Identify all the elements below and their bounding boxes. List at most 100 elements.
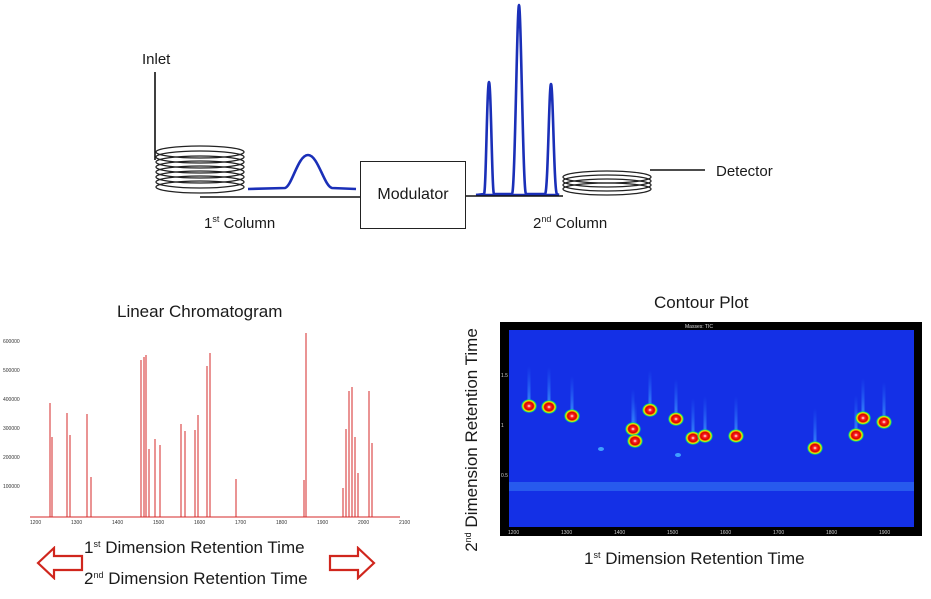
contour-spot xyxy=(627,434,643,448)
contour-spot xyxy=(848,428,864,442)
contour-y-tick: 1.5 xyxy=(501,373,508,379)
linear-chromatogram-title: Linear Chromatogram xyxy=(117,302,283,321)
line1-sup: st xyxy=(93,539,101,549)
contour-streak xyxy=(882,382,886,420)
line2-num: 2 xyxy=(84,569,94,588)
first-dimension-peak xyxy=(247,153,357,191)
first-dimension-label: 1st Dimension Retention Time xyxy=(84,538,305,558)
linear-x-tick: 1800 xyxy=(276,520,287,526)
linear-chromatogram-plot: 600000 500000 400000 300000 200000 100000 120… xyxy=(3,333,410,526)
line2-sup: nd xyxy=(93,570,104,580)
line1-num: 1 xyxy=(84,538,94,557)
linear-x-ticks: 1200 1300 1400 1500 1600 1700 1800 1900 2000 2100 xyxy=(30,520,410,526)
contour-x-tick: 1400 xyxy=(614,530,625,536)
linear-x-tick: 2100 xyxy=(399,520,410,526)
linear-y-tick: 300000 xyxy=(3,426,20,432)
contour-streak xyxy=(691,398,695,436)
contour-x-label: 1st Dimension Retention Time xyxy=(584,549,805,569)
linear-y-tick: 400000 xyxy=(3,397,20,403)
xlabel-sup: st xyxy=(593,550,601,560)
linear-x-tick: 1900 xyxy=(317,520,328,526)
contour-plot-title: Contour Plot xyxy=(654,293,749,312)
contour-spot xyxy=(807,441,823,455)
linear-y-tick: 200000 xyxy=(3,455,20,461)
linear-y-tick: 600000 xyxy=(3,339,20,345)
contour-y-tick: 1 xyxy=(501,423,504,429)
contour-x-tick: 1500 xyxy=(667,530,678,536)
contour-x-tick: 1200 xyxy=(508,530,519,536)
linear-x-tick: 1600 xyxy=(194,520,205,526)
contour-streak xyxy=(547,367,551,405)
ylabel-sup: nd xyxy=(463,532,473,543)
contour-streak xyxy=(633,401,637,439)
contour-streak xyxy=(527,366,531,404)
contour-area xyxy=(509,330,914,527)
column2-coil-icon xyxy=(562,170,652,196)
right-arrow-icon xyxy=(328,546,376,580)
line2-text: Dimension Retention Time xyxy=(103,569,308,588)
column2-text: Column xyxy=(551,215,608,232)
contour-y-label: 2nd Dimension Retention Time xyxy=(462,328,482,552)
detector-label: Detector xyxy=(716,163,773,180)
linear-x-tick: 1500 xyxy=(153,520,164,526)
contour-spots xyxy=(521,399,892,457)
left-arrow-icon xyxy=(36,546,84,580)
contour-y-ticks: 1.5 1 0.5 xyxy=(501,373,508,479)
contour-spot xyxy=(685,431,701,445)
contour-spot xyxy=(728,429,744,443)
contour-faint-spot xyxy=(598,447,604,451)
gc-schematic xyxy=(154,3,705,198)
contour-x-tick: 1600 xyxy=(720,530,731,536)
ylabel-text: Dimension Retention Time xyxy=(462,328,481,533)
linear-x-tick: 2000 xyxy=(358,520,369,526)
contour-spot xyxy=(876,415,892,429)
contour-plot: Masses: TIC 1.5 1 0.5 1200 1300 1400 1500 1600… xyxy=(500,322,922,536)
linear-x-tick: 1400 xyxy=(112,520,123,526)
contour-x-ticks: 1200 1300 1400 1500 1600 1700 1800 1900 xyxy=(508,530,890,536)
contour-streaks xyxy=(527,366,886,446)
column1-sup: st xyxy=(212,214,220,224)
contour-streak xyxy=(648,370,652,408)
modulator-box: Modulator xyxy=(360,161,466,229)
column2-label: 2nd Column xyxy=(533,214,608,232)
contour-streak xyxy=(734,396,738,434)
modulated-peaks xyxy=(475,3,560,197)
linear-y-ticks: 600000 500000 400000 300000 200000 100000 xyxy=(3,339,20,490)
contour-x-tick: 1800 xyxy=(826,530,837,536)
linear-x-tick: 1200 xyxy=(30,520,41,526)
second-dimension-label: 2nd Dimension Retention Time xyxy=(84,569,308,589)
contour-streak xyxy=(703,396,707,434)
contour-x-tick: 1300 xyxy=(561,530,572,536)
contour-streak xyxy=(631,389,635,427)
baseline-band xyxy=(509,482,914,491)
column2-num: 2 xyxy=(533,215,542,232)
line1-text: Dimension Retention Time xyxy=(100,538,305,557)
contour-spot xyxy=(564,409,580,423)
xlabel-num: 1 xyxy=(584,549,594,568)
column1-text: Column xyxy=(219,215,276,232)
linear-y-tick: 100000 xyxy=(3,484,20,490)
linear-peaks xyxy=(49,333,373,517)
contour-spot xyxy=(855,411,871,425)
column1-label: 1st Column xyxy=(204,214,276,232)
contour-streak xyxy=(813,408,817,446)
linear-x-tick: 1300 xyxy=(71,520,82,526)
contour-y-tick: 0.5 xyxy=(501,473,508,479)
contour-streak xyxy=(861,378,865,416)
ylabel-num: 2 xyxy=(462,542,481,552)
linear-y-tick: 500000 xyxy=(3,368,20,374)
contour-spot xyxy=(541,400,557,414)
contour-spot xyxy=(521,399,537,413)
contour-faint-spot xyxy=(675,453,681,457)
column1-coil-icon xyxy=(155,145,245,194)
contour-spot xyxy=(668,412,684,426)
linear-x-tick: 1700 xyxy=(235,520,246,526)
contour-spot xyxy=(642,403,658,417)
contour-spot xyxy=(697,429,713,443)
modulator-label: Modulator xyxy=(377,186,449,203)
column2-sup: nd xyxy=(541,214,552,224)
contour-header: Masses: TIC xyxy=(685,324,713,330)
contour-x-tick: 1700 xyxy=(773,530,784,536)
contour-streak xyxy=(674,379,678,417)
contour-streak xyxy=(854,395,858,433)
